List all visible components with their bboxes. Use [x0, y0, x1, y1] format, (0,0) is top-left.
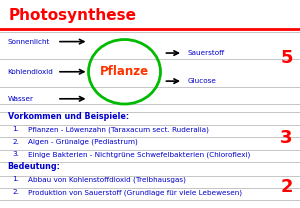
Text: Sonnenlicht: Sonnenlicht [8, 39, 50, 45]
Text: Glucose: Glucose [188, 78, 216, 84]
Text: Sauerstoff: Sauerstoff [188, 50, 225, 56]
Text: Abbau von Kohlenstoffdioxid (Treibhausgas): Abbau von Kohlenstoffdioxid (Treibhausga… [28, 176, 186, 183]
Text: Pflanze: Pflanze [100, 65, 149, 78]
Text: Wasser: Wasser [8, 96, 34, 102]
Text: Produktion von Sauerstoff (Grundlage für viele Lebewesen): Produktion von Sauerstoff (Grundlage für… [28, 189, 242, 196]
Text: Einige Bakterien - Nichtgrüne Schwefelbakterien (Chloroflexi): Einige Bakterien - Nichtgrüne Schwefelba… [28, 151, 251, 158]
Text: 2: 2 [280, 178, 293, 196]
Text: 3.: 3. [12, 151, 19, 157]
Text: Kohlendioxid: Kohlendioxid [8, 69, 53, 75]
Text: Photosynthese: Photosynthese [9, 8, 137, 23]
Text: 5: 5 [280, 49, 293, 67]
Text: 1.: 1. [12, 176, 19, 182]
Text: 1.: 1. [12, 126, 19, 132]
Text: Bedeutung:: Bedeutung: [8, 162, 60, 171]
Text: 2.: 2. [12, 139, 19, 145]
Text: Vorkommen und Beispiele:: Vorkommen und Beispiele: [8, 112, 129, 121]
Text: Pflanzen - Löwenzahn (Taraxacum sect. Ruderalia): Pflanzen - Löwenzahn (Taraxacum sect. Ru… [28, 126, 209, 133]
Text: 2.: 2. [12, 189, 19, 195]
Text: 3: 3 [280, 129, 293, 147]
Text: Algen - Grünalge (Pediastrum): Algen - Grünalge (Pediastrum) [28, 139, 138, 145]
